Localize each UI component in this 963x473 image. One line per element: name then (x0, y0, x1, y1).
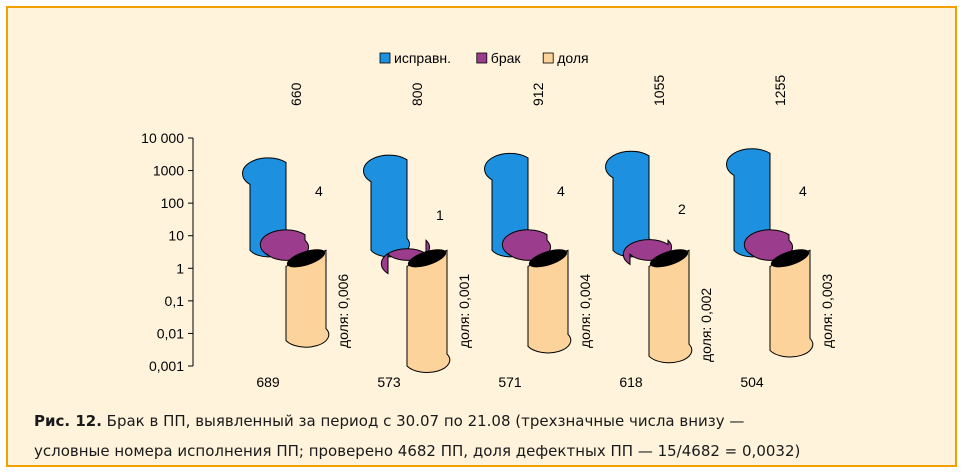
data-label-share: доля: 0,004 (577, 274, 593, 348)
category-label: 504 (740, 374, 764, 390)
data-label-defect: 4 (799, 183, 807, 199)
bar-good (363, 154, 410, 258)
bar-share-top (528, 249, 568, 268)
y-tick-label: 10 000 (141, 130, 184, 146)
bar-share (285, 249, 330, 348)
data-label-good: 1255 (772, 75, 788, 106)
category-label: 573 (377, 374, 401, 390)
bar-share-top (286, 249, 326, 268)
bar-good (726, 148, 773, 258)
data-label-share: доля: 0,001 (456, 274, 472, 348)
bar-defect (743, 229, 793, 261)
bar-share (406, 249, 451, 374)
category-label: 571 (498, 374, 522, 390)
legend-swatch (379, 52, 391, 64)
legend-swatch (476, 52, 488, 64)
bar-share-top (770, 249, 810, 268)
y-tick-label: 0,001 (149, 358, 184, 374)
legend-label: доля (557, 50, 588, 66)
data-label-good: 1055 (651, 75, 667, 106)
caption-text-1: Брак в ПП, выявленный за период с 30.07 … (101, 412, 745, 430)
data-label-good: 660 (288, 82, 304, 106)
data-label-share: доля: 0,002 (698, 288, 714, 362)
legend-swatch (542, 52, 554, 64)
legend-label: исправн. (394, 50, 451, 66)
figure-caption: Рис. 12. Брак в ПП, выявленный за период… (34, 406, 934, 466)
category-label: 689 (256, 374, 280, 390)
data-label-good: 800 (409, 82, 425, 106)
bar-share-top (649, 249, 689, 268)
category-label: 618 (619, 374, 643, 390)
bar-defect (259, 229, 309, 261)
legend-label: брак (491, 50, 522, 66)
y-tick-label: 0,1 (165, 293, 185, 309)
caption-line-2: условные номера исполнения ПП; проверено… (34, 442, 801, 460)
data-label-good: 912 (530, 82, 546, 106)
caption-line-1: Рис. 12. Брак в ПП, выявленный за период… (34, 406, 934, 436)
caption-prefix: Рис. 12. (34, 412, 102, 430)
bar-share (648, 249, 693, 364)
figure-panel: 10 000 1000 100 10 1 0,1 0,01 0,001 исправн. брак… (6, 6, 957, 467)
bar-share (769, 249, 814, 358)
y-tick-label: 0,01 (157, 325, 184, 341)
y-tick-label: 1000 (153, 163, 184, 179)
y-tick-label: 10 (168, 228, 184, 244)
data-label-defect: 4 (315, 183, 323, 199)
data-label-defect: 4 (557, 183, 565, 199)
bar-share-top (407, 249, 447, 268)
data-label-defect: 2 (678, 201, 686, 217)
y-tick-label: 100 (161, 195, 185, 211)
y-tick-label: 1 (176, 260, 184, 276)
data-label-defect: 1 (436, 207, 444, 223)
data-label-share: доля: 0,006 (335, 274, 351, 348)
bar-share (527, 249, 572, 354)
data-label-share: доля: 0,003 (819, 274, 835, 348)
bar-defect (501, 229, 551, 261)
chart: 10 000 1000 100 10 1 0,1 0,01 0,001 исправн. брак… (141, 50, 835, 390)
